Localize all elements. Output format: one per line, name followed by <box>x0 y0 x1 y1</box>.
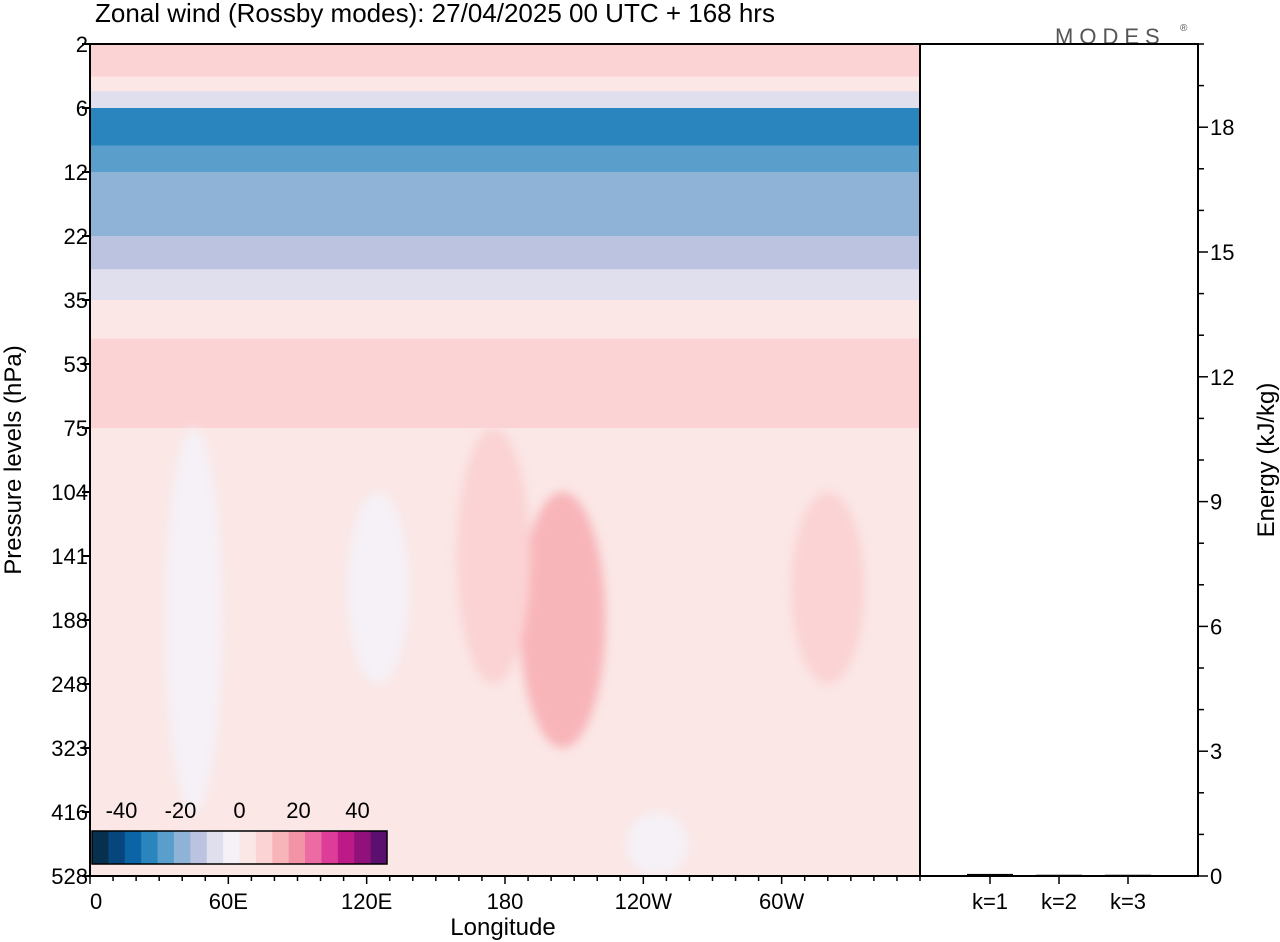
wavenumber-axis: k=1 k=2 k=3 <box>972 876 1146 914</box>
wind-features <box>165 428 865 876</box>
longitude-tick-label: 60W <box>759 889 804 914</box>
wind-feature-2 <box>456 428 531 684</box>
wavenumber-tick-label: k=1 <box>972 889 1008 914</box>
colorbar-frame <box>91 830 388 865</box>
pressure-axis: 2 6 12 22 35 53 75 104 141 188 248 323 416 528 <box>51 32 90 889</box>
pressure-tick-label: 323 <box>51 736 88 761</box>
energy-tick-label: 3 <box>1210 739 1222 764</box>
longitude-tick-label: 0 <box>90 889 102 914</box>
pressure-tick-label: 12 <box>64 160 88 185</box>
pressure-tick-label: 6 <box>76 96 88 121</box>
energy-tick-label: 18 <box>1210 115 1234 140</box>
pressure-tick-label: 528 <box>51 864 88 889</box>
wind-band-10 <box>90 338 920 429</box>
colorbar-swatch <box>173 831 191 864</box>
energy-bar <box>967 873 1013 876</box>
wind-feature-4 <box>165 428 223 812</box>
colorbar-swatch <box>255 831 273 864</box>
wind-feature-5 <box>626 812 688 876</box>
energy-tick-label: 12 <box>1210 365 1234 390</box>
energy-panel: 0 3 6 9 12 15 18 k=1 k=2 k=3 Energy (kJ/kg) <box>919 43 1280 914</box>
energy-panel-frame <box>919 43 1199 877</box>
longitude-tick-label: 180 <box>487 889 524 914</box>
wind-band-7 <box>90 236 920 270</box>
pressure-tick-label: 416 <box>51 800 88 825</box>
colorbar-swatch <box>92 831 109 864</box>
colorbar-swatch <box>370 831 388 864</box>
colorbar-tick-label: -20 <box>165 798 197 823</box>
chart-title: Zonal wind (Rossby modes): 27/04/2025 00… <box>95 0 775 28</box>
colorbar-swatch <box>206 831 224 864</box>
wind-band-2 <box>90 91 920 109</box>
wind-feature-3 <box>347 492 409 684</box>
colorbar-swatch <box>108 831 126 864</box>
wind-band-4 <box>90 145 920 173</box>
longitude-tick-label: 60E <box>209 889 248 914</box>
wind-band-5 <box>90 172 920 210</box>
energy-tick-label: 6 <box>1210 614 1222 639</box>
colorbar: -40 -20 0 20 40 <box>91 798 388 865</box>
energy-bar <box>1036 874 1082 877</box>
pressure-tick-label: 22 <box>64 224 88 249</box>
colorbar-tick-label: -40 <box>106 798 138 823</box>
colorbar-ticks: -40 -20 0 20 40 <box>106 798 370 823</box>
pressure-tick-label: 75 <box>64 416 88 441</box>
energy-bar <box>1105 874 1151 877</box>
pressure-tick-label: 248 <box>51 672 88 697</box>
colorbar-tick-label: 0 <box>233 798 245 823</box>
wind-feature-0 <box>519 492 606 748</box>
brand-logo: MODES <box>1055 24 1166 49</box>
colorbar-swatches <box>92 831 388 864</box>
energy-axis: 0 3 6 9 12 15 18 <box>1198 43 1234 889</box>
pressure-tick-label: 104 <box>51 480 88 505</box>
colorbar-swatch <box>157 831 175 864</box>
wavenumber-tick-label: k=2 <box>1041 889 1077 914</box>
pressure-tick-label: 2 <box>76 32 88 57</box>
colorbar-swatch <box>305 831 322 864</box>
wind-band-8 <box>90 269 920 301</box>
colorbar-swatch <box>223 831 240 864</box>
wind-band-3 <box>90 108 920 146</box>
colorbar-tick-label: 20 <box>286 798 310 823</box>
longitude-tick-label: 120W <box>615 889 673 914</box>
pressure-tick-label: 188 <box>51 608 88 633</box>
energy-axis-label: Energy (kJ/kg) <box>1253 383 1280 538</box>
wind-band-0 <box>90 44 920 78</box>
energy-tick-label: 15 <box>1210 240 1234 265</box>
energy-tick-label: 0 <box>1210 864 1222 889</box>
energy-bars <box>967 873 1151 877</box>
pressure-tick-label: 53 <box>64 352 88 377</box>
colorbar-swatch <box>354 831 372 864</box>
colorbar-swatch <box>288 831 306 864</box>
longitude-axis: 0 60E 120E 180 120W 60W <box>89 876 921 914</box>
wind-feature-1 <box>790 492 865 684</box>
wind-band-1 <box>90 76 920 92</box>
x-axis-label: Longitude <box>450 914 555 941</box>
energy-tick-label: 9 <box>1210 490 1222 515</box>
wavenumber-tick-label: k=3 <box>1110 889 1146 914</box>
pressure-tick-label: 141 <box>51 544 88 569</box>
brand-registered-mark: ® <box>1180 23 1188 34</box>
colorbar-swatch <box>337 831 355 864</box>
wind-band-6 <box>90 208 920 237</box>
colorbar-swatch <box>141 831 158 864</box>
colorbar-tick-label: 40 <box>345 798 369 823</box>
y-axis-label: Pressure levels (hPa) <box>0 345 27 574</box>
colorbar-swatch <box>272 831 290 864</box>
longitude-tick-label: 120E <box>341 889 392 914</box>
wind-band-9 <box>90 300 920 340</box>
colorbar-swatch <box>124 831 142 864</box>
colorbar-swatch <box>239 831 257 864</box>
pressure-tick-label: 35 <box>64 288 88 313</box>
colorbar-swatch <box>321 831 339 864</box>
zonal-wind-cross-section <box>90 44 920 876</box>
colorbar-swatch <box>190 831 208 864</box>
